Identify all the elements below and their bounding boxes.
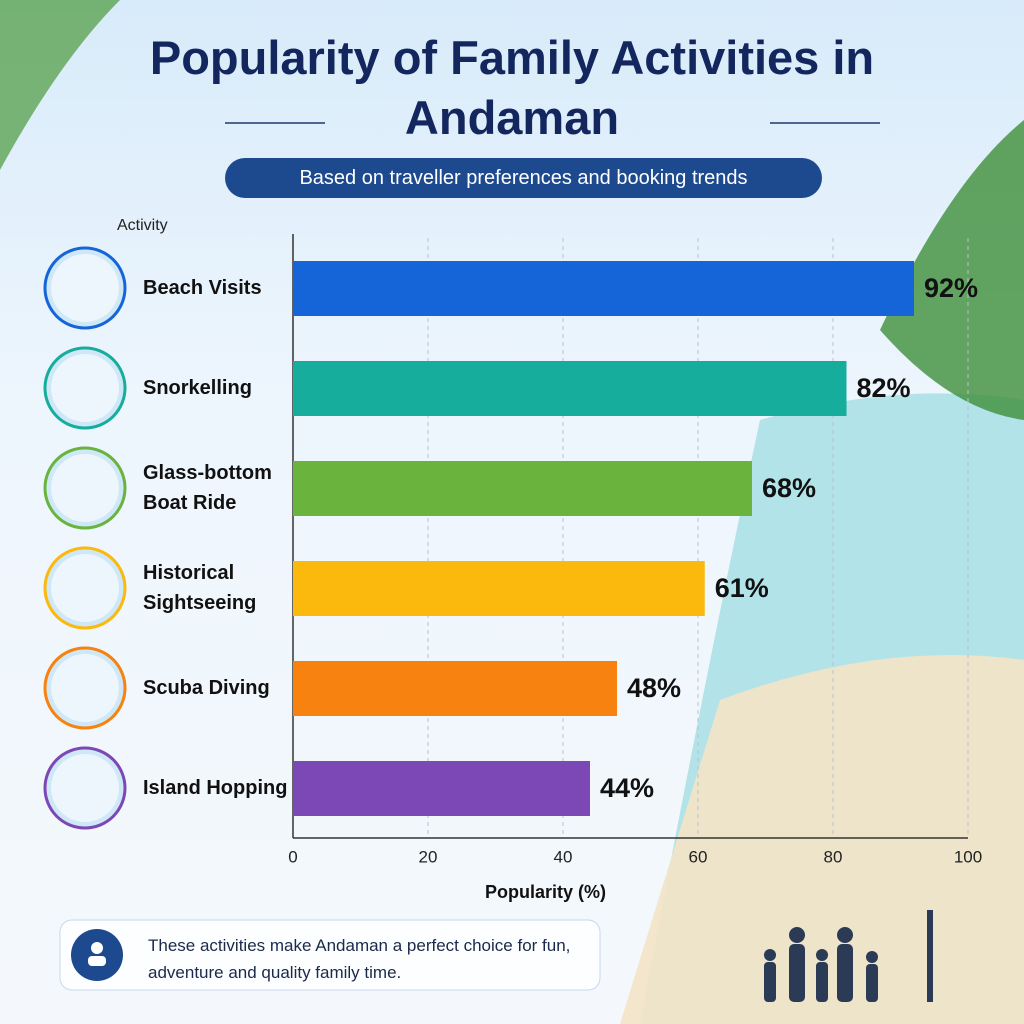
bar	[293, 561, 705, 616]
value-label: 44%	[600, 773, 654, 803]
y-axis-label: Activity	[117, 217, 168, 234]
sand	[620, 655, 1024, 1024]
y-tick-label: Snorkelling	[143, 377, 252, 399]
note-icon-part	[88, 956, 106, 966]
y-tick-label: Beach Visits	[143, 277, 262, 299]
value-label: 92%	[924, 273, 978, 303]
trees	[880, 120, 1024, 420]
x-tick-label: 20	[419, 847, 438, 866]
category-icon-inner	[51, 254, 119, 322]
note-icon	[71, 929, 123, 981]
note: These activities make Andaman a perfect …	[148, 936, 571, 982]
x-tick-label: 40	[554, 847, 573, 866]
x-tick-label: 80	[824, 847, 843, 866]
x-tick-label: 60	[689, 847, 708, 866]
x-tick-label: 0	[288, 847, 297, 866]
y-tick-label: Island Hopping	[143, 777, 288, 799]
category-icon-inner	[51, 554, 119, 622]
bar	[293, 361, 847, 416]
note-box	[59, 919, 601, 991]
bar	[293, 461, 752, 516]
value-label: 68%	[762, 473, 816, 503]
category-icon-inner	[51, 454, 119, 522]
value-label: 61%	[715, 573, 769, 603]
note-icon-part	[91, 942, 103, 954]
bar	[293, 761, 590, 816]
x-tick-label: 100	[954, 847, 982, 866]
bar	[293, 661, 617, 716]
category-icon-inner	[51, 754, 119, 822]
x-axis-label: Popularity (%)	[485, 882, 606, 902]
y-tick-label: Scuba Diving	[143, 677, 270, 699]
family-silhouette	[764, 910, 933, 1002]
palm-leaves	[0, 0, 120, 170]
y-tick-label: Glass-bottom Boat Ride	[143, 462, 272, 514]
chart-subtitle: Based on traveller preferences and booki…	[225, 158, 822, 198]
value-label: 82%	[857, 373, 911, 403]
y-tick-label: Historical Sightseeing	[143, 562, 257, 614]
category-icon-inner	[51, 654, 119, 722]
category-icon-inner	[51, 354, 119, 422]
value-label: 48%	[627, 673, 681, 703]
bar	[293, 261, 914, 316]
chart-title: Popularity of Family Activities in Andam…	[149, 31, 875, 144]
